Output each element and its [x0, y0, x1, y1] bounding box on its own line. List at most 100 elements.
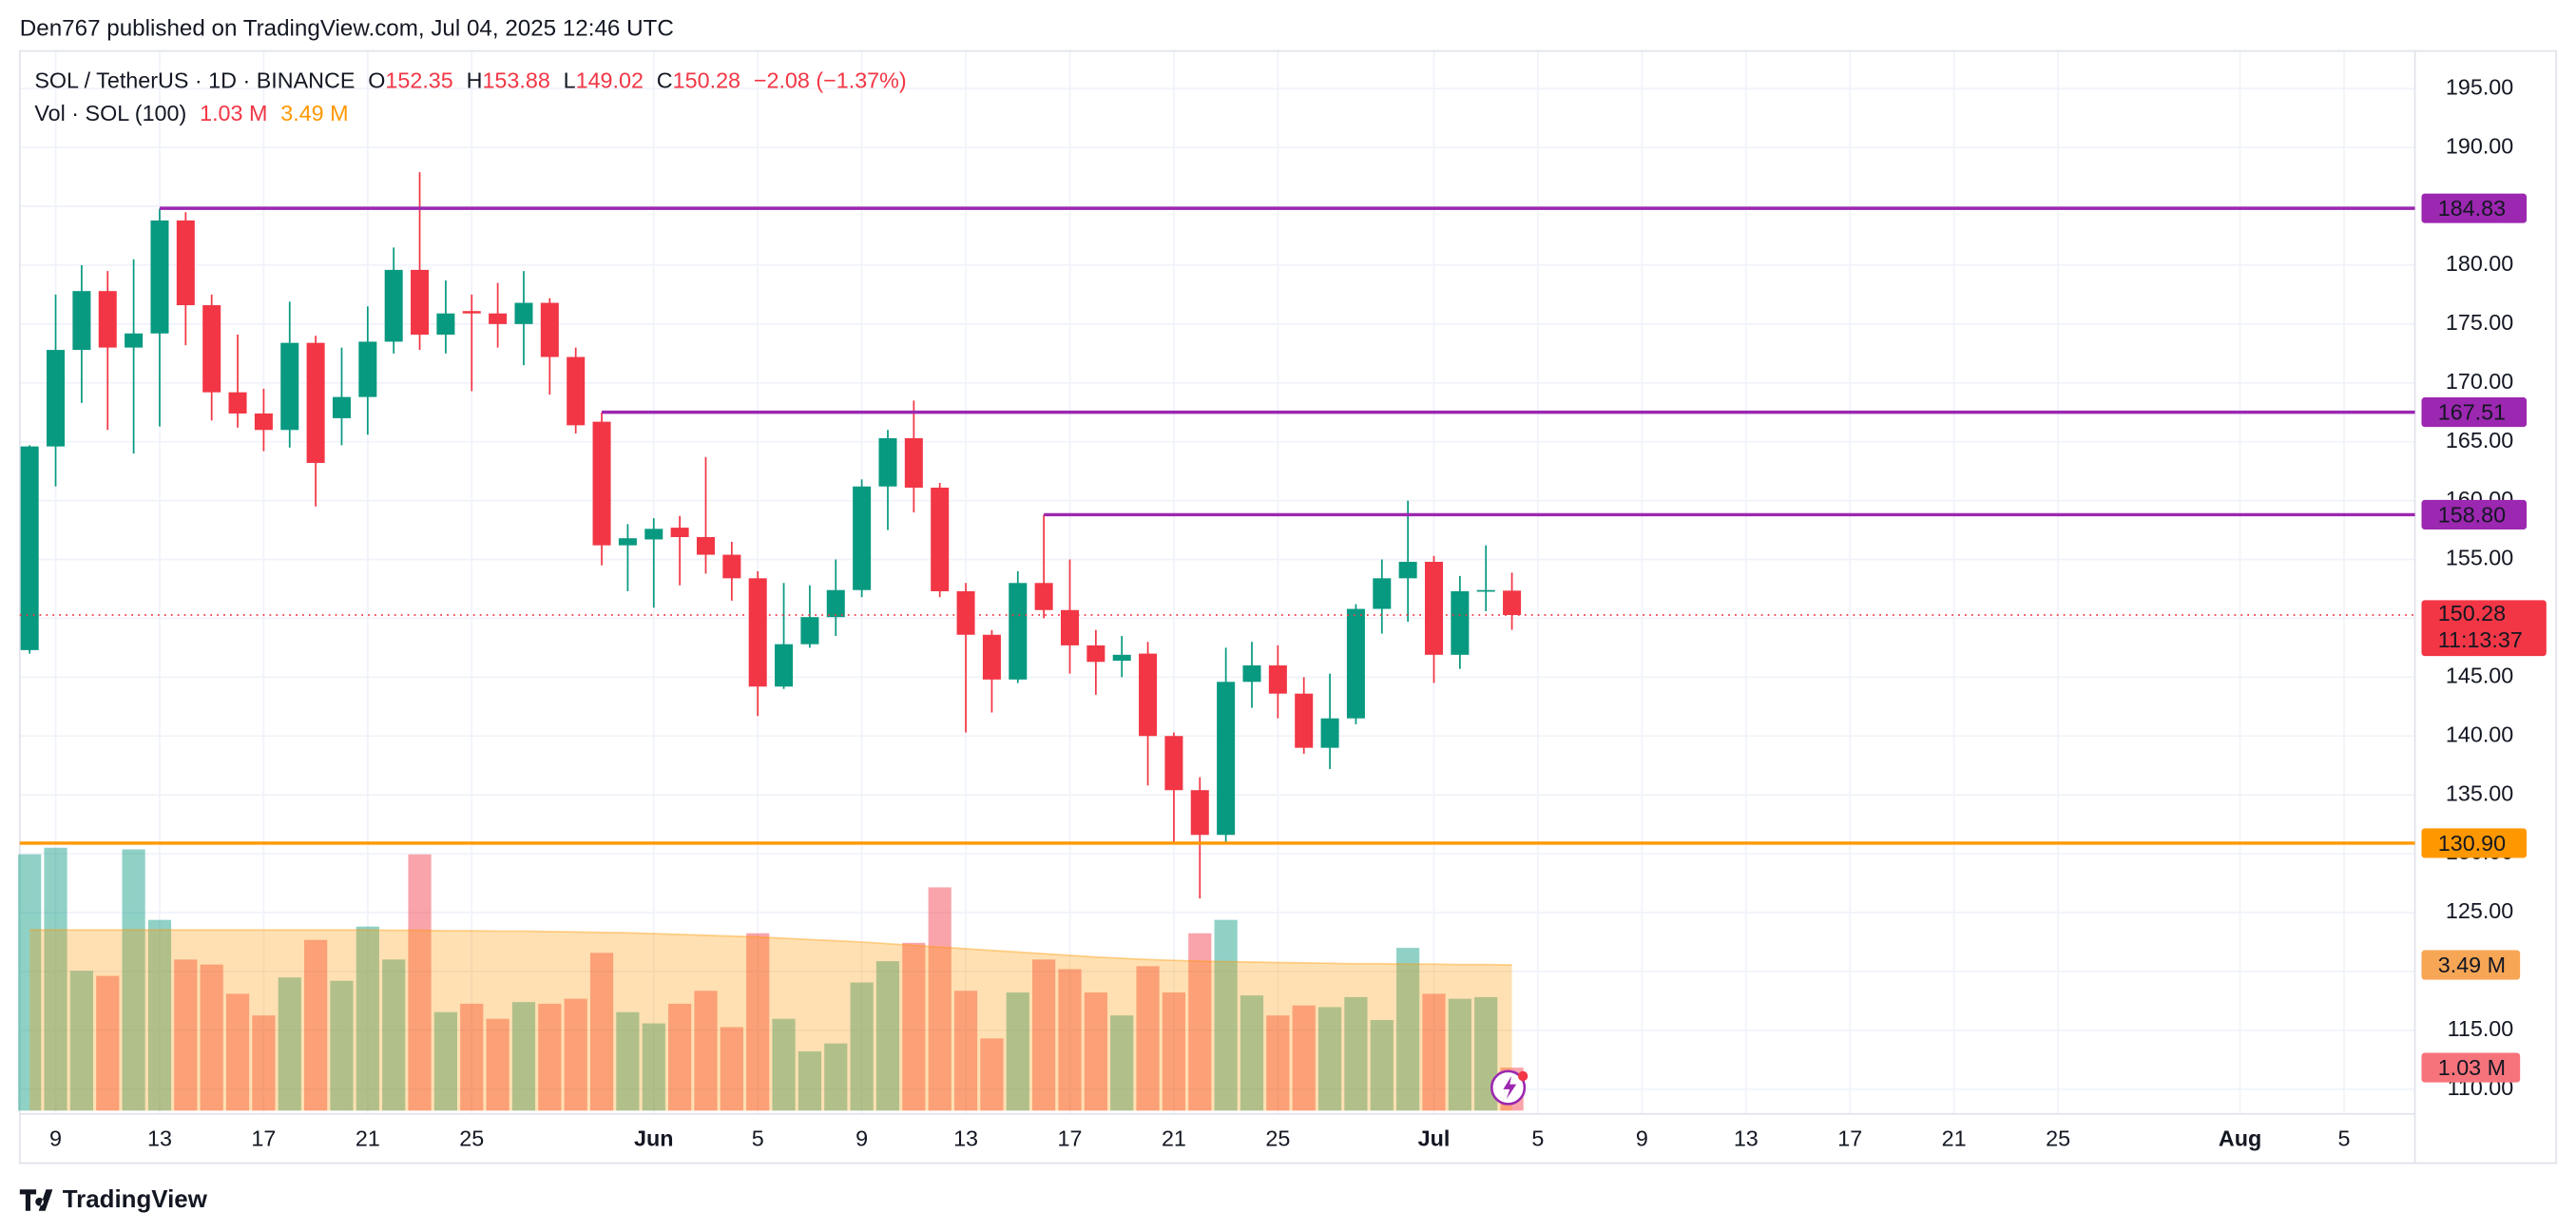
candle-body: [462, 311, 481, 314]
candle-body: [72, 291, 91, 351]
volume-bar: [772, 1018, 796, 1111]
legend-key: O: [368, 68, 385, 93]
candle-body: [748, 578, 767, 687]
volume-bar: [252, 1015, 276, 1111]
x-tick-label: 21: [1162, 1126, 1186, 1151]
grid: [19, 50, 2415, 1114]
x-tick-label: 17: [1837, 1126, 1862, 1151]
candle-body: [1190, 790, 1209, 836]
candle-body: [254, 413, 273, 431]
candle-body: [1398, 561, 1417, 579]
volume-bar: [668, 1003, 692, 1111]
price-badge-label: 167.51: [2438, 399, 2506, 424]
y-tick-label: 140.00: [2446, 722, 2513, 746]
volume-bar: [902, 942, 926, 1111]
volume-bar: [1396, 948, 1420, 1111]
volume-bar: [486, 1018, 509, 1111]
volume-bar: [382, 959, 406, 1111]
volume-bar: [1006, 992, 1029, 1111]
y-tick-label: 195.00: [2446, 74, 2513, 99]
candle-body: [800, 617, 819, 645]
y-tick-label: 165.00: [2446, 428, 2513, 452]
volume-bar: [174, 959, 198, 1111]
x-tick-label: Aug: [2219, 1126, 2261, 1151]
plot: [18, 172, 2415, 1111]
volume-bar: [278, 977, 301, 1111]
candle-body: [280, 342, 299, 431]
candle-body: [1060, 609, 1079, 645]
volume-bar: [1292, 1005, 1316, 1111]
candle-body: [1268, 664, 1287, 694]
candle-body: [1242, 664, 1261, 683]
last-price-label: 150.28: [2438, 601, 2506, 626]
candle-body: [853, 486, 872, 590]
volume-bar: [824, 1043, 848, 1111]
legend-value: 150.28: [673, 68, 740, 93]
volume-bar: [616, 1011, 640, 1111]
x-tick-label: Jul: [1418, 1126, 1451, 1151]
x-tick-label: 25: [2046, 1126, 2070, 1151]
candle-body: [150, 220, 169, 334]
y-tick-label: 115.00: [2448, 1016, 2514, 1041]
volume-bar: [1422, 993, 1446, 1111]
brand-logo: [19, 1189, 53, 1211]
candle-body: [436, 313, 455, 336]
volume-bar: [538, 1003, 562, 1111]
volume-badge-label: 1.03 M: [2438, 1055, 2506, 1080]
x-tick-label: 9: [855, 1126, 868, 1151]
x-tick-label: 13: [1734, 1126, 1759, 1151]
volume-bar: [746, 933, 770, 1111]
y-tick-label: 135.00: [2446, 780, 2513, 805]
candle-body: [982, 634, 1001, 680]
x-tick-label: 13: [953, 1126, 978, 1151]
volume-bar: [720, 1027, 743, 1111]
candle-body: [332, 396, 351, 418]
x-tick-label: 9: [49, 1126, 62, 1151]
price-badge: [2421, 828, 2528, 858]
volume-bar: [1344, 996, 1368, 1111]
candle-body: [696, 536, 715, 555]
volume-name: Vol · SOL (100): [34, 101, 186, 125]
candle-body: [98, 291, 117, 348]
candle-body: [1424, 561, 1444, 655]
candle-body: [176, 220, 195, 306]
candle-body: [1451, 590, 1470, 655]
volume-bar: [18, 854, 42, 1111]
y-tick-label: 175.00: [2446, 310, 2513, 335]
volume-bar: [356, 926, 379, 1111]
x-tick-label: 21: [1942, 1126, 1967, 1151]
candle-body: [20, 446, 39, 650]
candle-body: [1320, 718, 1339, 748]
legend-value: 152.35: [385, 68, 452, 93]
volume-bar: [564, 998, 587, 1111]
volume-bar: [225, 993, 250, 1111]
volume-ma-line: [29, 929, 1512, 966]
volume-bar: [69, 971, 93, 1111]
last-price-badge: [2421, 600, 2547, 657]
volume-ma-badge-label: 3.49 M: [2438, 953, 2506, 977]
candle-body: [47, 350, 66, 447]
candle-body: [1217, 682, 1236, 836]
volume-bar: [460, 1003, 484, 1111]
alert-icon-bolt: [1503, 1075, 1517, 1100]
candle-body: [618, 538, 637, 546]
y-tick-label: 170.00: [2446, 369, 2513, 394]
price-badge-label: 158.80: [2438, 502, 2506, 527]
y-tick-label: 155.00: [2446, 546, 2513, 570]
candle-body: [644, 529, 663, 540]
volume-bar: [1214, 919, 1238, 1111]
candle-body: [1503, 590, 1522, 615]
volume-bar: [1058, 969, 1082, 1111]
price-badge-label: 184.83: [2438, 196, 2506, 221]
y-tick-label: 145.00: [2446, 663, 2513, 687]
chart-border: [18, 49, 2558, 1165]
volume-bar: [980, 1038, 1004, 1111]
candle-body: [956, 590, 975, 635]
volume-bar: [304, 939, 328, 1111]
volume-bar: [642, 1023, 665, 1111]
legend-value: 149.02: [576, 68, 644, 93]
candle-body: [1139, 653, 1158, 737]
ohlc-legend: SOL / TetherUS · 1D · BINANCE O152.35 H153…: [34, 68, 906, 93]
candle-body: [489, 313, 508, 324]
